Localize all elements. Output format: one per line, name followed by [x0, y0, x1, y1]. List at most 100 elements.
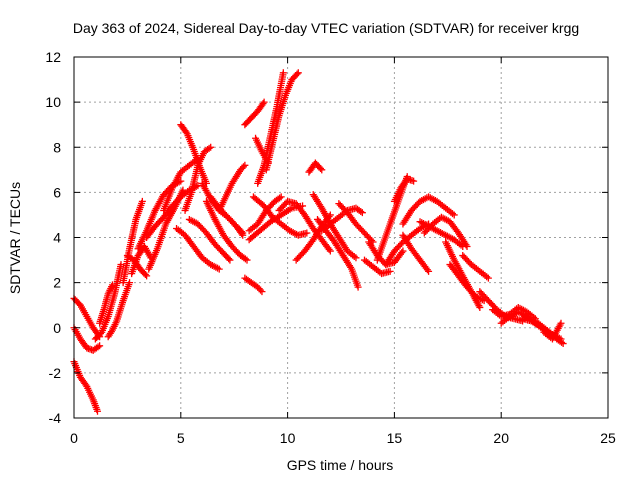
y-tick-label: -4: [49, 410, 62, 426]
series-s1: [70, 358, 101, 415]
data-point-marker: [239, 231, 247, 239]
x-tick-label: 25: [600, 430, 616, 446]
series-s3: [70, 324, 104, 354]
series-s16: [173, 224, 223, 273]
series-s24: [241, 98, 268, 129]
y-axis-label: SDTVAR / TECUs: [7, 182, 23, 294]
data-point-marker: [316, 164, 324, 172]
series-s21: [207, 193, 247, 239]
data-point-marker: [484, 274, 492, 282]
data-point-marker: [557, 319, 565, 327]
series-s4: [91, 261, 125, 343]
data-point-marker: [399, 247, 407, 255]
series-s13: [160, 155, 202, 214]
data-point-marker: [108, 281, 116, 289]
data-point-marker: [258, 288, 266, 296]
data-point-marker: [279, 69, 287, 77]
ticks-layer: 0 5 10 15 20 25 -4 -2 0 2 4 6 8 10 12: [45, 49, 616, 446]
data-point-marker: [126, 279, 134, 287]
series-s10: [134, 177, 185, 253]
data-point-marker: [205, 144, 213, 152]
data-point-marker: [96, 342, 104, 350]
marks-layer: [70, 69, 567, 415]
data-point-marker: [557, 335, 565, 343]
series-s35: [318, 204, 366, 235]
y-tick-label: 0: [53, 320, 61, 336]
data-point-marker: [476, 303, 484, 311]
data-point-marker: [243, 256, 251, 264]
y-tick-label: -2: [49, 365, 62, 381]
data-point-marker: [398, 249, 406, 257]
data-point-marker: [303, 229, 311, 237]
series-s25: [254, 69, 287, 187]
y-tick-label: 2: [53, 275, 61, 291]
y-tick-label: 6: [53, 184, 61, 200]
data-point-marker: [241, 161, 249, 169]
x-tick-label: 5: [177, 430, 185, 446]
series-s33: [309, 191, 360, 262]
series-s27: [252, 134, 272, 167]
series-s37: [360, 256, 394, 278]
data-point-marker: [386, 267, 394, 275]
series-s44: [420, 213, 471, 251]
data-point-marker: [357, 208, 365, 216]
series-s36: [335, 200, 377, 246]
data-point-marker: [264, 159, 272, 167]
series-s19: [202, 197, 251, 264]
chart-title: Day 363 of 2024, Sidereal Day-to-day VTE…: [73, 20, 579, 36]
data-point-marker: [318, 166, 326, 174]
series-s40: [390, 175, 418, 205]
data-point-marker: [354, 283, 362, 291]
data-point-marker: [352, 254, 360, 262]
x-tick-label: 20: [493, 430, 509, 446]
data-point-marker: [141, 271, 149, 279]
data-point-marker: [238, 230, 246, 238]
data-point-marker: [117, 261, 125, 269]
data-point-marker: [276, 194, 284, 202]
y-tick-label: 8: [53, 139, 61, 155]
series-s32: [305, 159, 326, 176]
data-point-marker: [207, 143, 215, 151]
series-s17: [185, 215, 234, 264]
data-point-marker: [93, 407, 101, 415]
series-s15: [181, 143, 215, 214]
data-point-marker: [423, 266, 431, 274]
series-s9: [128, 243, 155, 278]
series-s5: [96, 281, 116, 327]
data-point-marker: [277, 193, 285, 201]
series-s48: [459, 252, 492, 282]
data-point-marker: [226, 256, 234, 264]
series-s12: [145, 186, 187, 273]
data-point-marker: [358, 209, 366, 217]
series-s42: [399, 193, 458, 228]
x-tick-label: 15: [387, 430, 403, 446]
data-point-marker: [94, 343, 102, 351]
data-point-marker: [326, 247, 334, 255]
y-tick-label: 4: [53, 230, 61, 246]
data-point-marker: [259, 100, 267, 108]
series-s45: [399, 231, 433, 275]
series-s52: [519, 315, 567, 348]
data-point-marker: [143, 272, 151, 280]
data-point-marker: [450, 211, 458, 219]
series-s47: [446, 261, 488, 305]
y-tick-label: 12: [45, 49, 61, 65]
data-point-marker: [257, 286, 265, 294]
x-tick-label: 10: [280, 430, 296, 446]
data-point-marker: [325, 245, 333, 253]
data-point-marker: [559, 340, 567, 348]
series-s6: [104, 279, 134, 341]
series-s54: [540, 319, 565, 343]
data-point-marker: [179, 186, 187, 194]
data-point-marker: [260, 98, 268, 106]
data-point-marker: [215, 265, 223, 273]
data-point-marker: [239, 163, 247, 171]
y-tick-label: 10: [45, 94, 61, 110]
data-point-marker: [410, 177, 418, 185]
data-point-marker: [463, 243, 471, 251]
x-axis-label: GPS time / hours: [287, 457, 394, 473]
series-s7: [119, 197, 146, 287]
data-point-marker: [293, 70, 301, 78]
